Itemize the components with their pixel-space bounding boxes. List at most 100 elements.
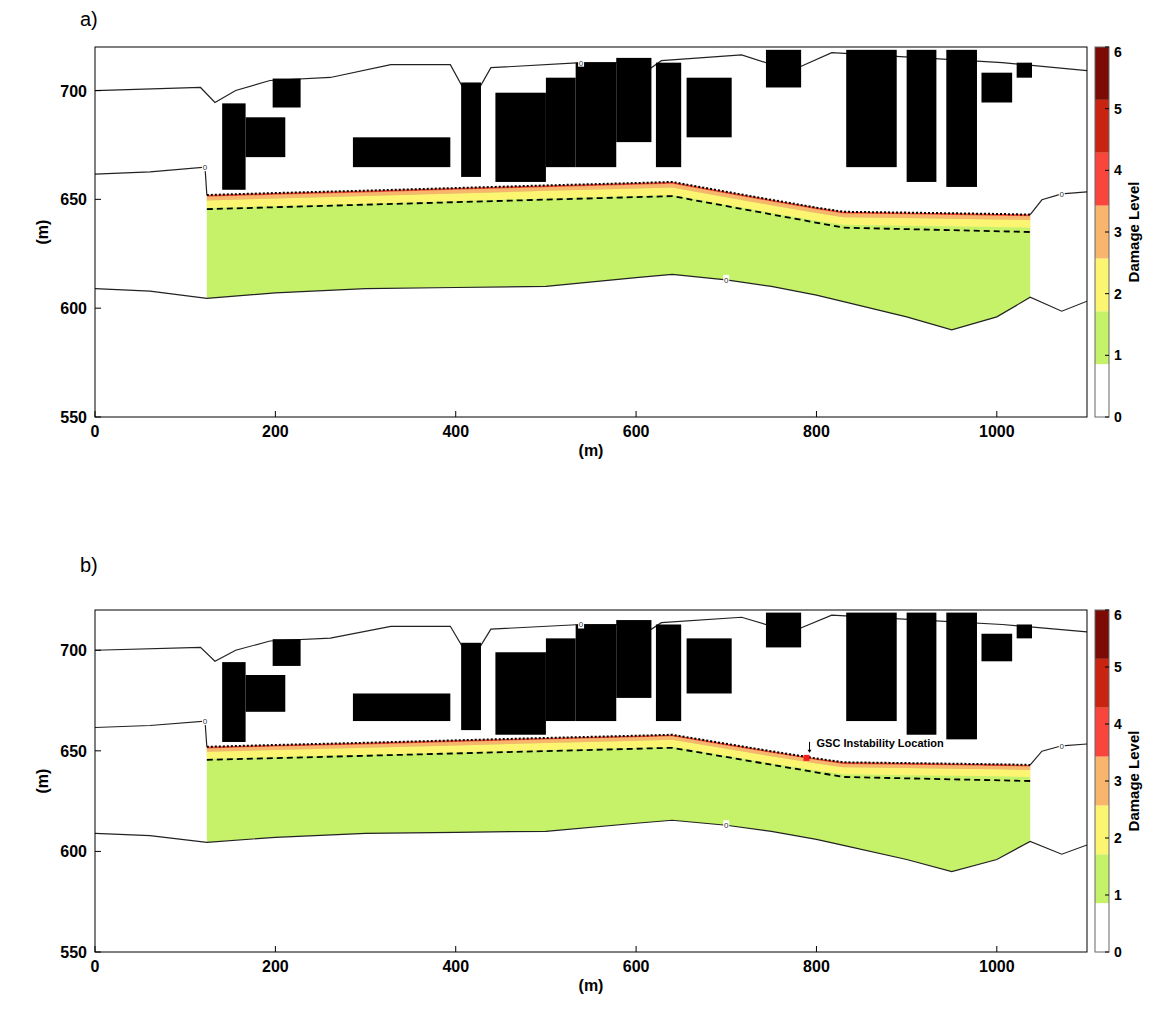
colorbar-tick: [1105, 724, 1109, 725]
colorbar-swatch: [1095, 364, 1109, 417]
damage-band: [207, 182, 1030, 216]
y-tick-label: 700: [60, 83, 87, 100]
x-tick-label: 0: [91, 423, 100, 440]
colorbar-tick: [1105, 417, 1109, 418]
colorbar-swatch: [1095, 659, 1109, 708]
x-tick: [455, 411, 456, 417]
building: [656, 624, 681, 721]
building: [981, 73, 1012, 103]
annotation-arrowhead: [808, 750, 812, 753]
building: [846, 50, 897, 167]
building: [246, 675, 286, 712]
colorbar-tick-label: 0: [1114, 409, 1122, 425]
x-tick: [816, 946, 817, 952]
contour-line: [95, 820, 1087, 871]
colorbar-frame: [1095, 610, 1109, 952]
x-tick-label: 600: [623, 958, 650, 975]
x-tick-label: 0: [91, 958, 100, 975]
contour-label: 0: [579, 620, 584, 629]
x-tick: [95, 946, 96, 952]
contour-label: 0: [1060, 190, 1065, 199]
y-axis-title: (m): [34, 220, 51, 245]
building: [766, 50, 801, 88]
colorbar-tick: [1105, 232, 1109, 233]
building: [546, 638, 576, 721]
x-tick: [636, 411, 637, 417]
building: [846, 613, 897, 721]
x-tick: [275, 411, 276, 417]
colorbar-tick-label: 2: [1114, 286, 1122, 302]
colorbar-swatch: [1095, 311, 1109, 364]
colorbar-swatch: [1095, 903, 1109, 952]
building: [981, 634, 1012, 662]
damage-band: [207, 736, 1030, 770]
colorbar-title: Damage Level: [1125, 182, 1142, 283]
y-axis-title: (m): [34, 769, 51, 794]
contour-label: 0: [724, 276, 729, 285]
building: [461, 82, 481, 176]
y-tick-label: 550: [60, 944, 87, 961]
colorbar-tick-label: 6: [1114, 44, 1122, 60]
x-tick-label: 400: [442, 958, 469, 975]
x-axis-title: (m): [579, 977, 604, 994]
colorbar-swatch: [1095, 153, 1109, 206]
dashed-boundary: [207, 196, 1030, 232]
damage-band: [207, 184, 1030, 220]
contour-line: [95, 721, 207, 747]
building: [766, 613, 801, 648]
colorbar-tick-label: 6: [1114, 607, 1122, 623]
damage-band: [207, 735, 1030, 767]
y-tick-label: 650: [60, 743, 87, 760]
contour-label: 0: [579, 59, 584, 68]
colorbar-tick-label: 0: [1114, 944, 1122, 960]
building: [907, 613, 937, 735]
x-tick: [816, 411, 817, 417]
y-tick-label: 600: [60, 300, 87, 317]
plot-frame: [95, 47, 1087, 417]
damage-zone: [207, 735, 1030, 872]
colorbar-tick: [1105, 895, 1109, 896]
colorbar-tick: [1105, 170, 1109, 171]
label-patch: [723, 820, 729, 829]
x-tick: [636, 946, 637, 952]
building: [656, 63, 681, 167]
colorbar-tick: [1105, 610, 1109, 611]
colorbar-tick-label: 2: [1114, 830, 1122, 846]
y-tick-label: 550: [60, 409, 87, 426]
building: [222, 662, 245, 742]
label-patch: [1059, 189, 1065, 198]
building: [576, 63, 617, 167]
colorbar-tick: [1105, 952, 1109, 953]
y-tick: [95, 90, 101, 91]
building: [687, 78, 732, 138]
label-patch: [815, 736, 946, 750]
building: [273, 79, 301, 108]
contour-line: [95, 167, 207, 195]
colorbar-frame: [1095, 47, 1109, 417]
y-tick: [95, 199, 101, 200]
colorbar-tick-label: 5: [1114, 101, 1122, 117]
y-tick-label: 700: [60, 642, 87, 659]
dashed-boundary: [207, 748, 1030, 781]
y-tick: [95, 750, 101, 751]
x-tick-label: 1000: [979, 423, 1015, 440]
building: [546, 78, 576, 167]
colorbar-tick-label: 1: [1114, 347, 1122, 363]
x-tick-label: 800: [803, 423, 830, 440]
colorbar-tick-label: 4: [1114, 716, 1122, 732]
x-tick: [996, 946, 997, 952]
contour-line: [95, 274, 1087, 330]
x-tick: [455, 946, 456, 952]
label-patch: [1059, 741, 1065, 750]
x-tick: [275, 946, 276, 952]
plot-frame: [95, 610, 1087, 952]
colorbar-swatch: [1095, 708, 1109, 757]
plot-area: [95, 613, 1087, 872]
y-tick: [95, 650, 101, 651]
contour-label: 0: [1060, 742, 1065, 751]
building: [687, 638, 732, 693]
colorbar-swatch: [1095, 258, 1109, 311]
contour-label: 0: [203, 163, 208, 172]
colorbar-swatch: [1095, 47, 1109, 100]
building: [616, 58, 651, 142]
